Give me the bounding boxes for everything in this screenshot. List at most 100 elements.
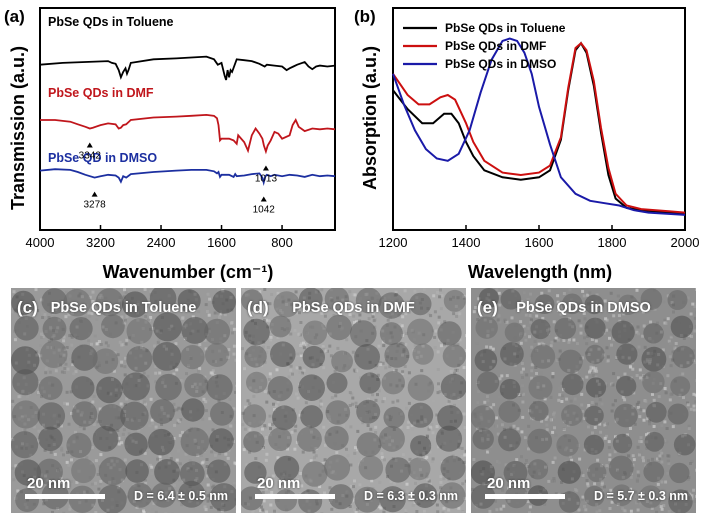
nanocrystal-dot — [37, 402, 66, 430]
scale-bar — [25, 494, 105, 499]
absorption-y-axis-title: Absorption (a.u.) — [360, 46, 380, 190]
nanocrystal-dot — [244, 461, 267, 484]
nanocrystal-dot — [180, 427, 210, 457]
peak-annotation: 3278 — [83, 200, 106, 211]
nanocrystal-dot — [584, 485, 605, 507]
nanocrystal-dot — [125, 459, 149, 483]
nanocrystal-dot — [63, 288, 91, 317]
nanocrystal-dot — [326, 314, 352, 341]
nanocrystal-dot — [504, 322, 525, 343]
nanocrystal-dot — [556, 434, 579, 457]
peak-annotation: 1042 — [253, 205, 276, 216]
nanocrystal-dot — [71, 344, 98, 371]
nanocrystal-dot — [608, 455, 634, 481]
nanocrystal-dot — [611, 320, 635, 344]
nanocrystal-dot — [324, 454, 351, 481]
x-tick-label: 3200 — [86, 235, 115, 250]
peak-arrow-icon — [86, 142, 93, 148]
legend-entry: PbSe QDs in Toluene — [445, 21, 566, 35]
nanocrystal-dot — [378, 292, 405, 319]
nanocrystal-dot — [152, 342, 182, 371]
nanocrystal-dot — [148, 428, 175, 456]
x-tick-label: 800 — [271, 235, 293, 250]
nanocrystal-dot — [298, 374, 325, 401]
nanocrystal-dot — [14, 316, 39, 341]
nanocrystal-dot — [669, 462, 690, 484]
nanocrystal-dot — [672, 345, 695, 369]
x-tick-label: 1400 — [452, 235, 481, 250]
spectra-figure: (a) PbSe QDs in Toluene PbSe QDs in DMF Pb… — [4, 7, 699, 282]
nanocrystal-dot — [639, 485, 662, 509]
nanocrystal-dot — [302, 320, 328, 346]
nanocrystal-dot — [177, 289, 201, 313]
nanocrystal-dot — [407, 374, 435, 401]
nanocrystal-dot — [385, 457, 411, 483]
nanocrystal-dot — [642, 370, 665, 394]
nanocrystal-dot — [71, 458, 96, 484]
nanocrystal-dot — [471, 405, 496, 430]
scale-bar-label: 20 nm — [487, 475, 531, 492]
nanocrystal-dot — [616, 343, 638, 365]
peak-arrow-icon — [262, 165, 269, 171]
nanocrystal-dot — [274, 455, 300, 481]
absorption-series-line — [392, 37, 686, 216]
nanocrystal-dot — [267, 376, 293, 402]
nanocrystal-dot — [101, 314, 125, 339]
peak-arrow-icon — [260, 196, 267, 202]
nanocrystal-dot — [212, 290, 236, 314]
nanocrystal-dot — [155, 373, 182, 401]
nanocrystal-dot — [68, 485, 96, 513]
nanocrystal-dot — [184, 373, 209, 398]
panel-d-label: (d) — [247, 298, 269, 317]
size-label-dmso: D = 5.7 ± 0.3 nm — [593, 489, 688, 503]
size-label-toluene: D = 6.4 ± 0.5 nm — [133, 489, 228, 503]
nanocrystal-dot — [298, 288, 323, 312]
nanocrystal-dot — [472, 428, 494, 450]
scale-bar — [255, 494, 335, 499]
nanocrystal-dot — [643, 323, 664, 344]
x-tick-label: 1600 — [525, 235, 554, 250]
nanocrystal-dot — [36, 458, 63, 485]
nanocrystal-dot — [205, 343, 229, 367]
ftir-series-label: PbSe QDs in Toluene — [48, 15, 174, 29]
nanocrystal-dot — [209, 483, 236, 512]
nanocrystal-dot — [668, 489, 693, 513]
nanocrystal-dot — [207, 459, 231, 483]
nanocrystal-dot — [12, 369, 39, 396]
nanocrystal-dot — [379, 322, 403, 346]
nanocrystal-dot — [527, 428, 553, 454]
nanocrystal-dot — [272, 405, 297, 431]
legend-entry: PbSe QDs in DMF — [445, 39, 546, 53]
nanocrystal-dot — [151, 482, 177, 508]
nanocrystal-dot — [268, 427, 292, 452]
nanocrystal-dot — [246, 371, 268, 394]
nanocrystal-dot — [530, 344, 556, 369]
nanocrystal-dot — [440, 455, 466, 481]
nanocrystal-dot — [178, 480, 206, 508]
nanocrystal-dot — [38, 426, 63, 451]
nanocrystal-dot — [354, 486, 381, 513]
nanocrystal-dot — [242, 404, 267, 428]
nanocrystal-dot — [437, 405, 463, 431]
panel-c-label: (c) — [17, 298, 38, 317]
nanocrystal-dot — [384, 342, 410, 368]
nanocrystal-dot — [270, 341, 296, 367]
nanocrystal-dot — [66, 432, 92, 458]
nanocrystal-dot — [358, 455, 384, 480]
nanocrystal-dot — [356, 432, 382, 457]
scale-bar-label: 20 nm — [257, 475, 301, 492]
tem-image — [241, 288, 466, 513]
nanocrystal-dot — [150, 399, 175, 424]
x-tick-label: 2400 — [147, 235, 176, 250]
nanocrystal-dot — [534, 294, 555, 314]
nanocrystal-dot — [587, 462, 607, 483]
nanocrystal-dot — [585, 344, 605, 365]
nanocrystal-dot — [673, 433, 696, 456]
nanocrystal-dot — [442, 344, 466, 368]
nanocrystal-dot — [407, 318, 434, 346]
tem-image — [471, 288, 696, 513]
absorption-series-line — [392, 41, 686, 214]
tem-panel-dmf: (d) PbSe QDs in DMF 20 nm D = 6.3 ± 0.3 … — [241, 288, 466, 513]
nanocrystal-dot — [153, 312, 182, 342]
nanocrystal-dot — [210, 401, 234, 426]
